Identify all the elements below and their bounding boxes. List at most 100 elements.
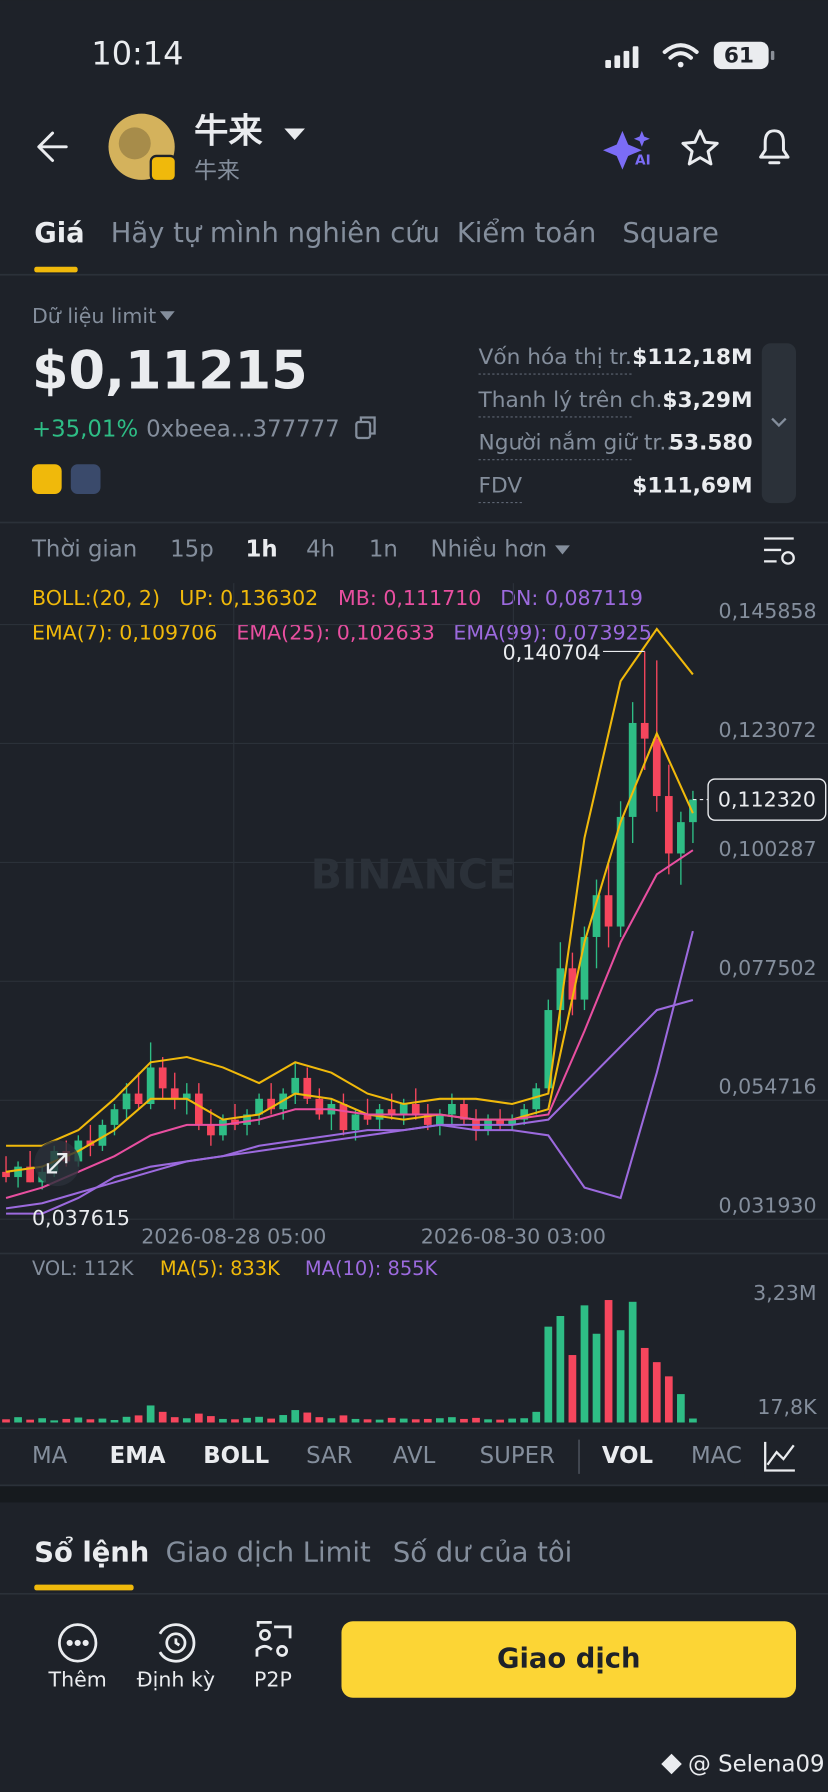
chart-settings[interactable] bbox=[764, 537, 795, 565]
volume-bar bbox=[423, 1418, 432, 1423]
action-label[interactable]: P2P bbox=[254, 1668, 292, 1692]
candle-body bbox=[568, 968, 577, 1000]
candle-body bbox=[26, 1166, 34, 1183]
candle-body bbox=[664, 796, 673, 854]
candle-body bbox=[207, 1124, 215, 1136]
p2p-icon[interactable] bbox=[255, 1620, 292, 1657]
stat-value: $112,18M bbox=[632, 345, 752, 370]
action-label[interactable]: Thêm bbox=[48, 1668, 107, 1692]
expand-button[interactable] bbox=[34, 1140, 80, 1187]
candle-body bbox=[556, 968, 565, 1011]
tab[interactable]: Kiểm toán bbox=[457, 218, 596, 249]
title-dropdown[interactable] bbox=[284, 128, 305, 140]
volume-bar bbox=[194, 1413, 203, 1423]
tab-indicator bbox=[34, 266, 78, 273]
volume-bar bbox=[472, 1417, 480, 1423]
volume-bar bbox=[134, 1415, 143, 1423]
stat-value: 53.580 bbox=[669, 431, 753, 456]
tab[interactable]: Giá bbox=[34, 218, 84, 249]
low-label: 0,037615 bbox=[32, 1206, 130, 1230]
volume-bar bbox=[170, 1417, 179, 1423]
candle-body bbox=[387, 1109, 396, 1115]
indicator-tab[interactable]: MA bbox=[32, 1443, 68, 1469]
order-tab[interactable]: Số dư của tôi bbox=[393, 1537, 572, 1568]
timeframe[interactable]: Nhiều hơn bbox=[431, 536, 548, 562]
candle-body bbox=[303, 1077, 312, 1099]
source-dropdown[interactable] bbox=[159, 311, 175, 321]
action-label[interactable]: Định kỳ bbox=[137, 1668, 215, 1692]
battery-level: 61 bbox=[724, 44, 754, 69]
candle-body bbox=[508, 1119, 517, 1125]
candle-body bbox=[592, 895, 601, 937]
candle-body bbox=[255, 1098, 263, 1115]
indicator-tab[interactable]: SUPER bbox=[480, 1443, 555, 1469]
candle-body bbox=[677, 822, 685, 854]
volume-bar bbox=[435, 1418, 444, 1423]
recurring-icon[interactable] bbox=[158, 1623, 196, 1663]
tab-indicator bbox=[34, 1584, 134, 1591]
more-icon[interactable] bbox=[58, 1623, 98, 1663]
y-tick-label: 0,145858 bbox=[719, 599, 817, 623]
battery-tip bbox=[770, 50, 775, 61]
volume-bar bbox=[448, 1417, 456, 1423]
y-tick-label: 0,031930 bbox=[719, 1194, 817, 1218]
volume-bar bbox=[652, 1362, 661, 1423]
alert-button[interactable] bbox=[759, 129, 790, 165]
volume-bar bbox=[604, 1300, 613, 1423]
order-tab[interactable]: Sổ lệnh bbox=[34, 1535, 149, 1568]
y-tick-label: 0,054716 bbox=[719, 1075, 817, 1099]
volume-bar bbox=[26, 1419, 34, 1423]
candle-body bbox=[580, 936, 589, 1000]
indicator-tab[interactable]: BOLL bbox=[203, 1443, 269, 1469]
stat-value: $3,29M bbox=[662, 388, 752, 413]
volume-bar bbox=[243, 1417, 251, 1423]
timeframe[interactable]: Thời gian bbox=[31, 536, 137, 562]
volume-bar bbox=[640, 1347, 649, 1423]
status-time: 10:14 bbox=[91, 34, 183, 72]
indicator-tab[interactable]: MAC bbox=[691, 1443, 742, 1469]
more-dropdown[interactable] bbox=[555, 545, 570, 555]
token-title[interactable]: 牛来 bbox=[194, 112, 263, 152]
indicator-tab[interactable]: EMA bbox=[110, 1443, 166, 1469]
timeframe[interactable]: 15p bbox=[170, 536, 214, 562]
candle-body bbox=[14, 1166, 22, 1178]
volume-bar bbox=[315, 1417, 324, 1423]
candle-body bbox=[134, 1093, 143, 1105]
stats-expand[interactable] bbox=[761, 343, 797, 504]
high-label: 0,140704 bbox=[503, 641, 601, 665]
back-button[interactable] bbox=[37, 131, 68, 162]
signal-icon bbox=[605, 46, 639, 68]
watermark: BINANCE bbox=[311, 851, 517, 899]
trade-button[interactable] bbox=[341, 1621, 797, 1698]
price: $0,11215 bbox=[32, 341, 308, 402]
timeframe[interactable]: 1h bbox=[246, 536, 278, 562]
indicator-tab[interactable]: SAR bbox=[306, 1443, 353, 1469]
volume-bar bbox=[146, 1405, 155, 1423]
ai-button[interactable]: AI bbox=[603, 130, 651, 170]
expand-chevron[interactable] bbox=[771, 417, 787, 428]
trade-button-label[interactable]: Giao dịch bbox=[497, 1644, 640, 1675]
svg-text:AI: AI bbox=[635, 153, 651, 169]
volume-bar bbox=[677, 1394, 685, 1423]
copy-button[interactable] bbox=[355, 416, 376, 440]
volume-bar bbox=[363, 1419, 372, 1423]
x-tick-label: 2026-08-30 03:00 bbox=[421, 1224, 606, 1248]
timeframe[interactable]: 1n bbox=[369, 536, 398, 562]
wifi-icon bbox=[662, 43, 699, 68]
candle-body bbox=[146, 1067, 155, 1105]
indicator-tab[interactable]: VOL bbox=[602, 1443, 653, 1469]
candle-body bbox=[243, 1114, 251, 1125]
tab[interactable]: Square bbox=[622, 218, 718, 249]
indicator-tab[interactable]: AVL bbox=[393, 1443, 436, 1469]
volume-bar bbox=[580, 1305, 589, 1423]
volume-bar bbox=[110, 1420, 119, 1423]
order-tab[interactable]: Giao dịch Limit bbox=[166, 1537, 371, 1568]
candle-body bbox=[532, 1088, 541, 1110]
last-price-label: 0,112320 bbox=[718, 788, 816, 812]
tab[interactable]: Hãy tự mình nghiên cứu bbox=[111, 218, 440, 249]
timeframe[interactable]: 4h bbox=[306, 536, 335, 562]
favorite-button[interactable] bbox=[681, 129, 719, 166]
data-source[interactable]: Dữ liệu limit bbox=[32, 304, 156, 328]
indicator-settings[interactable] bbox=[764, 1441, 795, 1472]
volume-bar bbox=[86, 1419, 95, 1423]
